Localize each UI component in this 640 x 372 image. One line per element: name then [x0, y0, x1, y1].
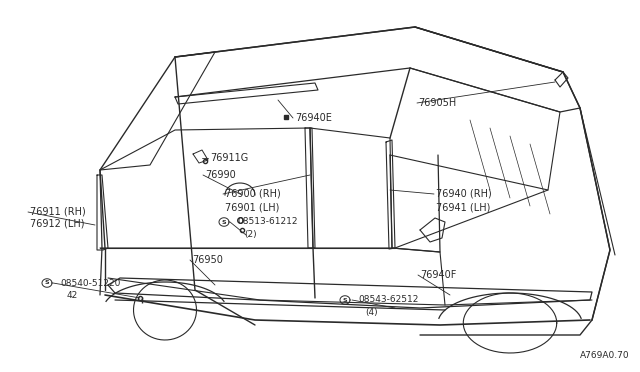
Text: 76990: 76990 [205, 170, 236, 180]
Text: 76900 (RH): 76900 (RH) [225, 189, 281, 199]
Text: 08540-51220: 08540-51220 [60, 279, 120, 288]
Text: 76911G: 76911G [210, 153, 248, 163]
Text: 76905H: 76905H [418, 98, 456, 108]
Text: 08513-61212: 08513-61212 [237, 218, 298, 227]
Text: S: S [342, 298, 348, 302]
Text: 08543-62512: 08543-62512 [358, 295, 419, 305]
Text: 76950: 76950 [192, 255, 223, 265]
Text: 76912 (LH): 76912 (LH) [30, 219, 84, 229]
Text: 76941 (LH): 76941 (LH) [436, 202, 490, 212]
Text: 76940F: 76940F [420, 270, 456, 280]
Text: (2): (2) [244, 230, 257, 238]
Text: S: S [45, 280, 49, 285]
Text: A769A0.70: A769A0.70 [580, 351, 630, 360]
Text: 42: 42 [67, 291, 78, 299]
Text: 76940E: 76940E [295, 113, 332, 123]
Text: S: S [221, 219, 227, 224]
Text: 76940 (RH): 76940 (RH) [436, 189, 492, 199]
Text: 76901 (LH): 76901 (LH) [225, 202, 280, 212]
Text: 76911 (RH): 76911 (RH) [30, 207, 86, 217]
Text: (4): (4) [365, 308, 378, 317]
